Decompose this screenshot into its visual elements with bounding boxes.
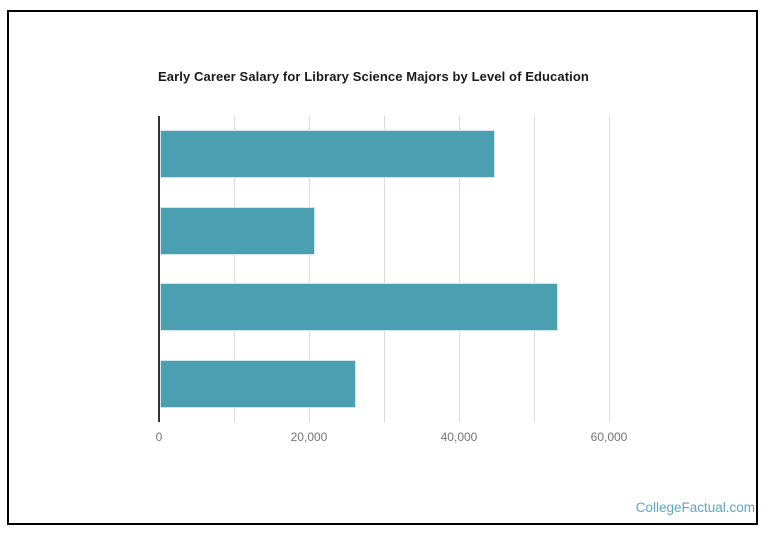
y-axis-line xyxy=(158,116,160,422)
salary-bar-3[interactable] xyxy=(160,283,559,332)
x-axis-labels: 0 20,000 40,000 60,000 xyxy=(155,430,628,446)
chart-title: Early Career Salary for Library Science … xyxy=(158,69,589,84)
bar-row xyxy=(160,116,610,193)
bar-row xyxy=(160,193,610,270)
bar-row xyxy=(160,346,610,423)
gridline xyxy=(534,116,535,422)
bar-row xyxy=(160,269,610,346)
salary-bar-4[interactable] xyxy=(160,359,356,408)
bar-series xyxy=(160,116,610,422)
chart-frame-border xyxy=(7,10,758,525)
x-axis-tick-label: 0 xyxy=(155,430,163,444)
plot-area xyxy=(158,116,610,422)
salary-bar-2[interactable] xyxy=(160,206,316,255)
x-axis-tick-label: 20,000 xyxy=(290,430,328,444)
gridline xyxy=(458,116,460,422)
gridline xyxy=(609,116,610,422)
gridline xyxy=(233,116,235,422)
x-axis-tick-label: 40,000 xyxy=(440,430,478,444)
collegefactual-watermark-link[interactable]: CollegeFactual.com xyxy=(635,500,755,515)
gridline xyxy=(384,116,385,422)
salary-bar-1[interactable] xyxy=(160,130,495,179)
gridline xyxy=(308,116,310,422)
x-axis-tick-label: 60,000 xyxy=(590,430,628,444)
